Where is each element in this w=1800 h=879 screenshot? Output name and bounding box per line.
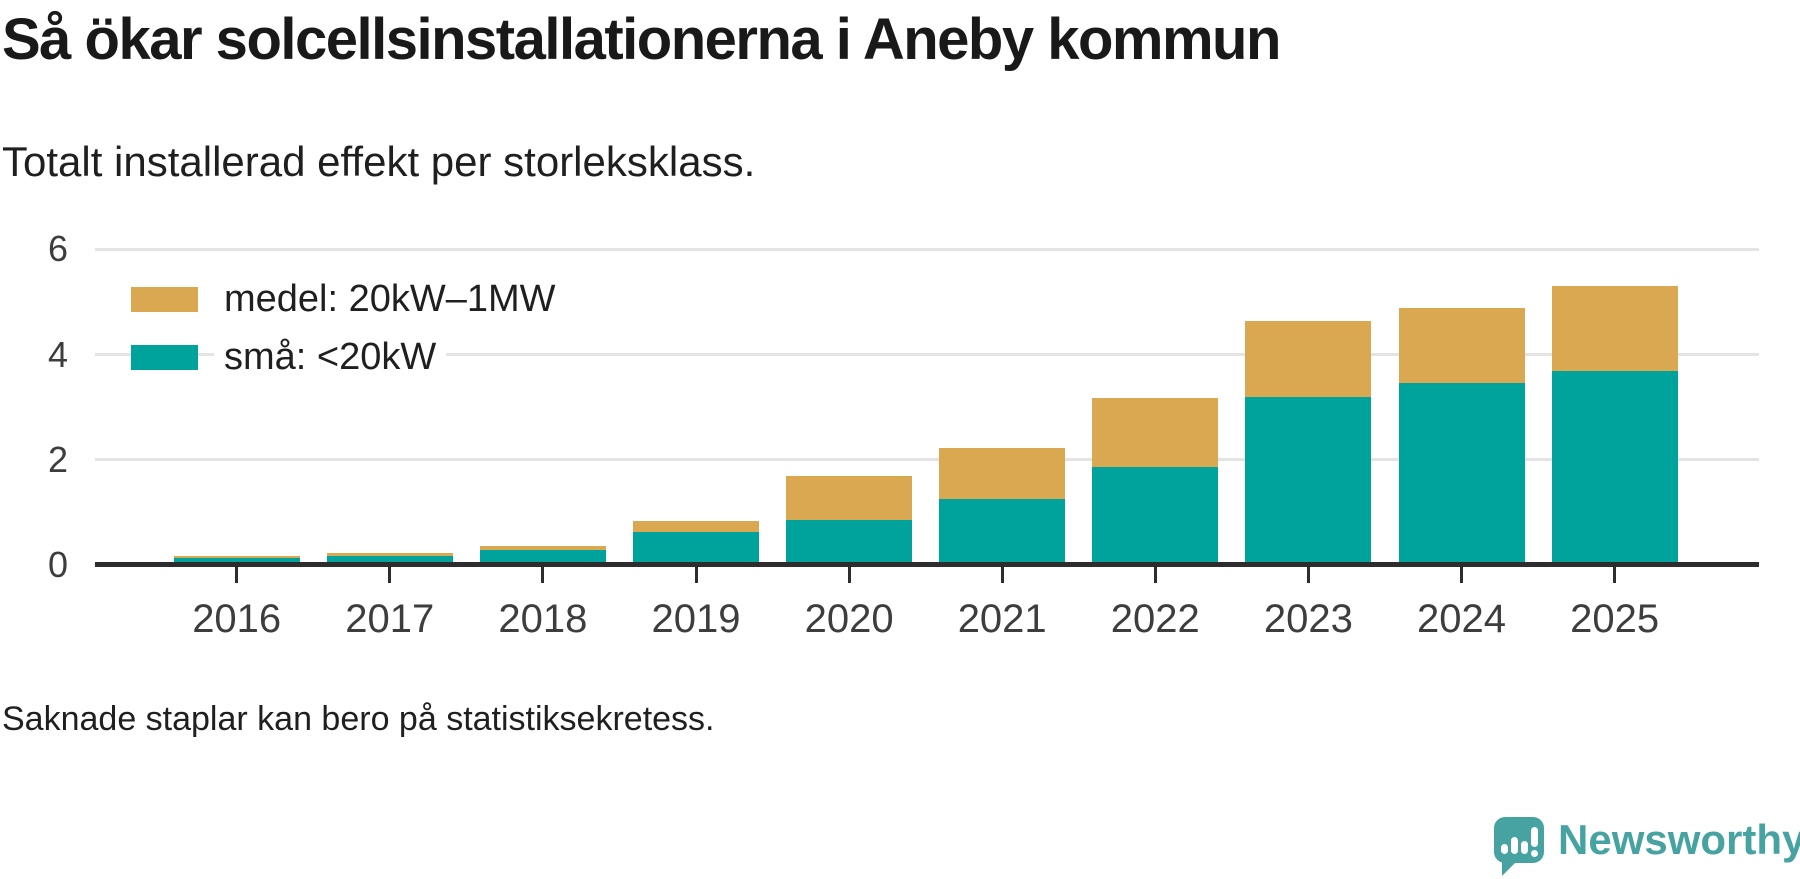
y-tick-label-4: 4 <box>47 333 68 375</box>
x-tick-2024 <box>1460 567 1463 583</box>
bar-segment-medel-2022 <box>1092 398 1219 467</box>
x-tick-2020 <box>847 567 851 583</box>
x-tick-2017 <box>388 567 392 583</box>
plot-area: medel: 20kW–1MW små: <20kW 0 2 4 6 2016 2017 2… <box>48 197 1759 641</box>
bar-segment-sma-2023 <box>1245 397 1372 565</box>
bar-group-2019 <box>633 521 759 565</box>
x-tick-label-2024: 2024 <box>1417 597 1506 641</box>
logo-bar-1 <box>1501 844 1508 854</box>
chart-legend: medel: 20kW–1MW små: <20kW <box>131 276 566 392</box>
x-tick-2018 <box>541 567 545 583</box>
newsworthy-logo[interactable]: Newsworthy <box>1494 806 1800 876</box>
gridline-2 <box>95 458 1759 462</box>
gridline-4 <box>95 353 1759 357</box>
bar-group-2022 <box>1092 398 1219 565</box>
logo-exclamation-bar <box>1531 827 1538 847</box>
x-tick-label-2017: 2017 <box>345 597 435 641</box>
bar-segment-sma-2025 <box>1551 371 1678 565</box>
bar-group-2016 <box>173 556 300 565</box>
y-tick-label-0: 0 <box>47 544 68 585</box>
chart-title: Så ökar solcellsinstallationerna i Aneby… <box>2 7 1281 72</box>
bar-group-2024 <box>1398 307 1525 565</box>
bar-group-2017 <box>326 552 453 565</box>
bar-segment-sma-2017 <box>326 555 453 565</box>
bar-segment-medel-2020 <box>786 475 913 520</box>
bar-segment-sma-2016 <box>173 558 300 565</box>
gridline-6 <box>95 247 1759 251</box>
bar-segment-sma-2022 <box>1092 466 1219 565</box>
logo-bar-3 <box>1521 841 1528 854</box>
bar-segment-medel-2021 <box>939 448 1066 499</box>
x-axis-line <box>95 562 1759 567</box>
bar-segment-sma-2021 <box>939 498 1066 565</box>
x-tick-label-2019: 2019 <box>651 597 741 641</box>
x-tick-label-2021: 2021 <box>957 597 1047 641</box>
bar-group-2021 <box>939 448 1066 565</box>
bar-group-2020 <box>786 475 913 565</box>
bar-segment-medel-2018 <box>479 545 606 551</box>
x-tick-label-2016: 2016 <box>192 597 282 641</box>
legend-swatch-medel <box>131 286 198 312</box>
bar-segment-medel-2023 <box>1245 321 1372 398</box>
bar-group-2025 <box>1551 286 1678 565</box>
legend-item-sma: små: <20kW <box>131 334 566 380</box>
bar-segment-medel-2019 <box>633 521 759 532</box>
x-tick-2023 <box>1306 567 1310 583</box>
bar-segment-medel-2016 <box>173 556 300 559</box>
chart-subtitle: Totalt installerad effekt per storlekskl… <box>2 138 756 185</box>
x-tick-2016 <box>235 567 239 583</box>
x-tick-label-2025: 2025 <box>1570 597 1660 641</box>
logo-bar-2 <box>1511 837 1518 854</box>
legend-label-medel: medel: 20kW–1MW <box>214 276 566 322</box>
x-tick-label-2018: 2018 <box>498 597 588 641</box>
x-tick-label-2020: 2020 <box>804 597 894 641</box>
bar-segment-medel-2024 <box>1398 307 1525 384</box>
footer-note: Saknade staplar kan bero på statistiksek… <box>2 700 715 738</box>
bar-group-2023 <box>1245 321 1372 565</box>
speech-bubble-tail <box>1502 861 1517 876</box>
y-tick-label-2: 2 <box>47 438 68 480</box>
legend-swatch-sma <box>131 344 198 370</box>
bar-group-2018 <box>479 545 606 565</box>
bar-segment-sma-2024 <box>1398 383 1525 565</box>
x-tick-2019 <box>694 567 698 583</box>
x-tick-label-2022: 2022 <box>1110 597 1200 641</box>
logo-exclamation-dot <box>1531 850 1538 857</box>
bar-segment-sma-2018 <box>479 550 606 565</box>
x-tick-2025 <box>1613 567 1617 583</box>
bar-segment-medel-2017 <box>326 552 453 556</box>
x-tick-label-2023: 2023 <box>1263 597 1353 641</box>
y-tick-label-6: 6 <box>47 228 68 270</box>
legend-label-sma: små: <20kW <box>214 334 447 380</box>
bar-segment-sma-2019 <box>633 531 759 565</box>
legend-item-medel: medel: 20kW–1MW <box>131 276 566 322</box>
bar-segment-medel-2025 <box>1551 286 1678 372</box>
bar-segment-sma-2020 <box>786 519 913 565</box>
x-tick-2021 <box>1000 567 1004 583</box>
newsworthy-speech-bubble-bar-chart-icon <box>1494 817 1544 876</box>
newsworthy-wordmark: Newsworthy <box>1558 816 1800 863</box>
x-tick-2022 <box>1153 567 1157 583</box>
